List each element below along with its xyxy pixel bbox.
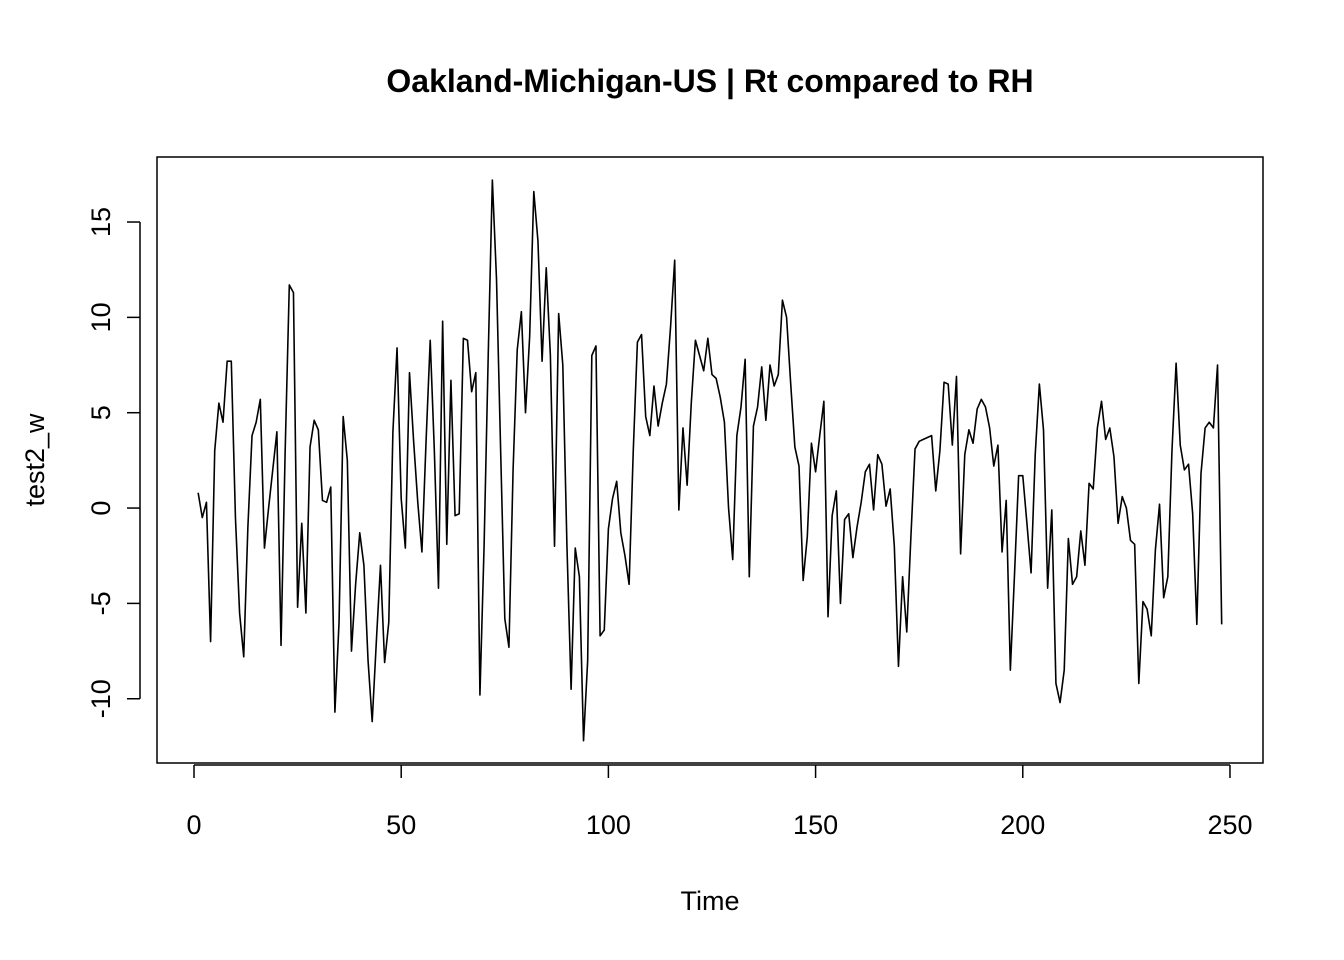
y-tick-label: 10: [86, 302, 116, 332]
y-tick-label: -10: [86, 679, 116, 718]
x-tick-label: 200: [1000, 810, 1045, 840]
x-tick-label: 100: [586, 810, 631, 840]
x-tick-label: 250: [1207, 810, 1252, 840]
plot-box: [156, 156, 1264, 764]
x-tick-label: 150: [793, 810, 838, 840]
x-axis-label: Time: [681, 886, 740, 916]
x-tick-label: 0: [186, 810, 201, 840]
y-axis-label: test2_w: [20, 413, 50, 507]
y-tick-label: -5: [86, 591, 116, 615]
chart-title: Oakland-Michigan-US | Rt compared to RH: [386, 63, 1033, 99]
y-tick-label: 0: [86, 501, 116, 516]
x-tick-label: 50: [386, 810, 416, 840]
y-tick-label: 15: [86, 207, 116, 237]
series-line: [197, 179, 1223, 742]
y-tick-label: 5: [86, 405, 116, 420]
